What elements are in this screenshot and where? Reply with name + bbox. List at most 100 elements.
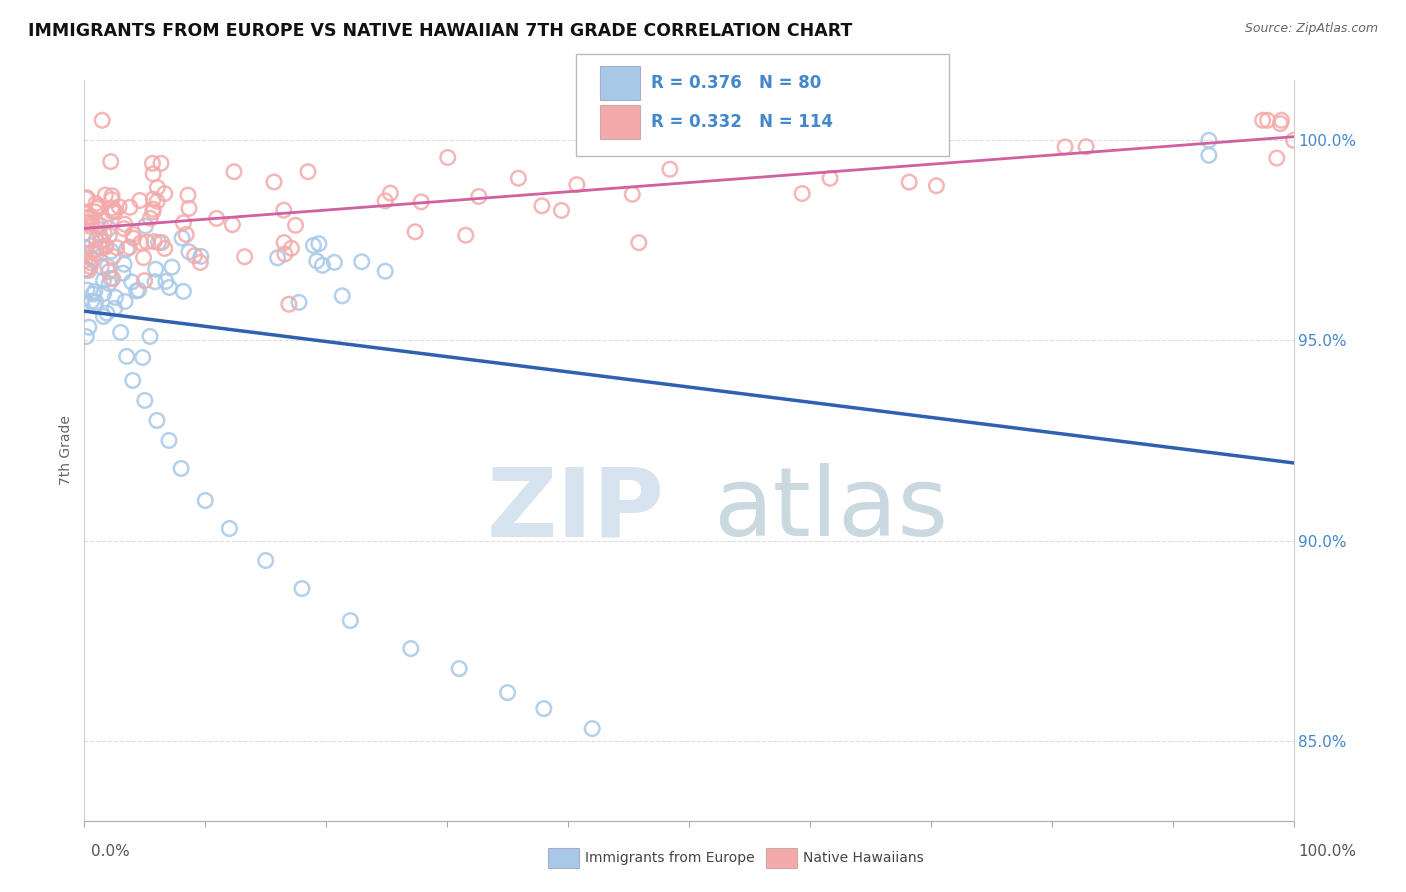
Point (101, 249, 124, 263)
Point (233, 250, 256, 264)
Point (411, 194, 433, 209)
Point (146, 194, 169, 209)
Point (100, 154, 122, 169)
Point (82, 287, 104, 301)
Point (76, 191, 98, 205)
Point (308, 236, 330, 251)
Point (350, 254, 373, 268)
Point (218, 521, 240, 535)
Point (134, 274, 156, 288)
Point (128, 194, 150, 208)
Point (115, 350, 138, 364)
Point (101, 189, 124, 203)
Point (142, 205, 165, 219)
Point (266, 251, 288, 265)
Text: Source: ZipAtlas.com: Source: ZipAtlas.com (1244, 22, 1378, 36)
Point (621, 187, 644, 202)
Point (330, 289, 353, 303)
Text: Native Hawaiians: Native Hawaiians (803, 851, 924, 865)
Point (89, 241, 111, 255)
Point (129, 235, 152, 250)
Point (273, 203, 295, 218)
Point (75, 262, 97, 277)
Point (91, 113, 114, 128)
Point (142, 202, 165, 217)
Point (177, 244, 200, 259)
Point (508, 171, 530, 186)
Point (925, 178, 948, 193)
Point (302, 238, 325, 252)
Point (86, 221, 108, 235)
Point (399, 641, 422, 656)
Point (125, 284, 148, 298)
Point (139, 211, 162, 226)
Point (1282, 133, 1305, 147)
Point (121, 275, 143, 289)
Point (792, 186, 814, 201)
Point (111, 266, 134, 280)
Point (84, 295, 107, 310)
Point (658, 162, 681, 177)
Point (112, 221, 135, 235)
Point (104, 290, 127, 304)
Point (118, 240, 141, 254)
Point (108, 200, 131, 214)
Point (97, 265, 120, 279)
Point (110, 326, 132, 340)
Point (73, 253, 96, 268)
Point (73, 240, 96, 254)
Text: 100.0%: 100.0% (1299, 845, 1357, 859)
Point (122, 231, 145, 245)
Point (93, 310, 115, 324)
Point (73, 263, 96, 277)
Point (142, 167, 165, 181)
Point (115, 242, 138, 256)
Text: Immigrants from Europe: Immigrants from Europe (585, 851, 755, 865)
Point (132, 251, 155, 265)
Point (404, 225, 426, 239)
Text: ZIP: ZIP (486, 463, 665, 557)
Point (75, 329, 97, 343)
Point (172, 216, 194, 230)
Point (898, 175, 921, 189)
Point (101, 271, 124, 285)
Point (496, 685, 519, 699)
Text: 0.0%: 0.0% (91, 845, 131, 859)
Point (84, 196, 107, 211)
Point (153, 242, 176, 256)
Point (735, 113, 758, 128)
Point (82, 252, 104, 267)
Point (1251, 113, 1274, 128)
Point (134, 219, 156, 233)
Point (79, 256, 101, 270)
Point (1074, 140, 1097, 154)
Text: R = 0.376   N = 80: R = 0.376 N = 80 (651, 74, 821, 92)
Point (374, 264, 396, 278)
Point (100, 271, 122, 285)
Point (141, 156, 163, 170)
Point (1054, 140, 1077, 154)
Point (90, 233, 112, 247)
Point (380, 186, 402, 201)
Point (93, 227, 115, 241)
Point (136, 235, 159, 249)
Point (190, 255, 212, 269)
Point (1270, 113, 1292, 128)
Point (90, 234, 112, 248)
Point (172, 285, 194, 299)
Point (305, 254, 328, 268)
Point (121, 373, 143, 387)
Point (79, 219, 101, 234)
Point (83, 299, 105, 313)
Point (98, 228, 121, 243)
Point (1257, 113, 1279, 128)
Point (112, 257, 135, 271)
Point (79, 260, 101, 274)
Point (77, 216, 100, 230)
Point (160, 260, 183, 274)
Point (150, 235, 173, 250)
Point (263, 175, 285, 189)
Point (114, 294, 136, 309)
Point (142, 192, 165, 206)
Point (148, 235, 170, 250)
